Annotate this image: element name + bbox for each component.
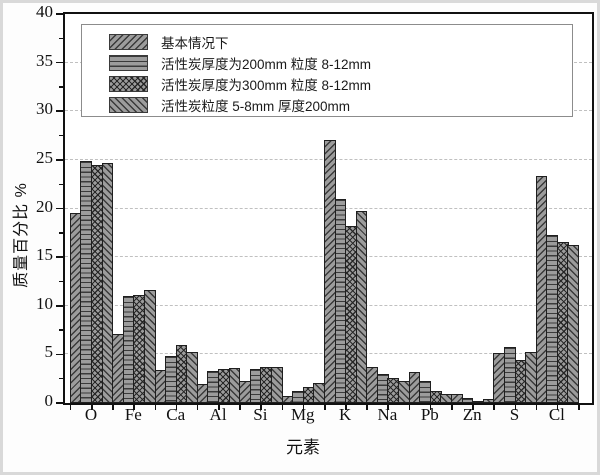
legend: 基本情况下 活性炭厚度为200mm 粒度 8-12mm 活性炭厚度为300mm … bbox=[81, 24, 573, 117]
x-axis-tick bbox=[493, 405, 495, 410]
x-axis-tick bbox=[196, 405, 199, 410]
legend-swatch-diagonal-hatch-icon bbox=[109, 33, 148, 50]
x-tick-label: Zn bbox=[462, 405, 482, 424]
x-tick-label: Cl bbox=[548, 405, 565, 424]
x-axis-tick bbox=[91, 405, 93, 410]
x-axis-tick bbox=[472, 405, 474, 410]
legend-label: 活性炭粒度 5-8mm 厚度200mm bbox=[161, 98, 351, 114]
x-axis-tick bbox=[218, 405, 220, 410]
y-axis-minor-tick bbox=[59, 37, 63, 40]
y-tick-label: 15 bbox=[36, 245, 53, 265]
x-axis-tick bbox=[281, 405, 284, 410]
x-tick-label: O bbox=[84, 405, 98, 424]
y-tick-label: 40 bbox=[36, 2, 53, 21]
bar-Fe-series4 bbox=[143, 290, 156, 403]
x-tick-label: Ca bbox=[166, 405, 186, 424]
x-axis-tick bbox=[175, 405, 178, 410]
legend-label: 活性炭厚度为300mm 粒度 8-12mm bbox=[161, 77, 372, 93]
bar-Si-series4 bbox=[271, 367, 283, 403]
x-axis-tick bbox=[154, 405, 157, 410]
x-tick-label: S bbox=[509, 405, 520, 424]
y-axis-minor-tick bbox=[59, 280, 63, 283]
x-axis-tick bbox=[408, 405, 411, 410]
y-axis-tick bbox=[56, 304, 63, 307]
x-tick-label: Na bbox=[377, 405, 398, 424]
x-axis-tick bbox=[514, 405, 517, 410]
y-axis-tick bbox=[56, 61, 63, 64]
y-axis-tick bbox=[56, 402, 63, 404]
y-tick-label: 30 bbox=[36, 99, 53, 119]
x-tick-label: K bbox=[338, 405, 352, 424]
bar-O-series4 bbox=[101, 162, 114, 403]
legend-label: 基本情况下 bbox=[161, 35, 229, 51]
bar-Ca-series4 bbox=[186, 352, 199, 403]
y-axis-minor-tick bbox=[59, 329, 63, 331]
legend-swatch-backslash-hatch-icon bbox=[109, 96, 148, 113]
legend-item: 活性炭厚度为200mm 粒度 8-12mm bbox=[109, 52, 572, 73]
legend-item: 活性炭粒度 5-8mm 厚度200mm bbox=[109, 94, 572, 115]
y-tick-label: 20 bbox=[36, 196, 53, 216]
x-axis-tick bbox=[429, 405, 432, 410]
y-axis-minor-tick bbox=[59, 86, 63, 88]
y-axis-tick bbox=[56, 353, 63, 356]
y-tick-label: 35 bbox=[36, 50, 53, 70]
bar-Zn-series2 bbox=[461, 398, 474, 403]
x-axis-tick bbox=[302, 405, 305, 410]
legend-item: 基本情况下 bbox=[109, 31, 572, 52]
x-axis-tick bbox=[366, 405, 368, 410]
x-tick-label: Fe bbox=[124, 405, 142, 424]
x-tick-label: Pb bbox=[420, 405, 439, 424]
y-axis-minor-tick bbox=[59, 378, 63, 380]
x-axis-tick bbox=[239, 405, 241, 410]
x-axis-tick bbox=[387, 405, 390, 410]
x-axis-tick bbox=[112, 405, 114, 410]
y-tick-label: 25 bbox=[36, 147, 53, 167]
x-tick-label: Si bbox=[253, 405, 268, 424]
y-axis-minor-tick bbox=[59, 134, 63, 137]
x-axis-tick bbox=[69, 405, 72, 410]
x-axis-tick bbox=[556, 405, 559, 410]
y-tick-label: 0 bbox=[44, 391, 54, 410]
x-axis-title: 元素 bbox=[286, 438, 320, 457]
y-axis-tick bbox=[56, 13, 63, 15]
bar-Cl-series4 bbox=[567, 245, 580, 403]
y-axis-minor-tick bbox=[59, 183, 63, 185]
x-axis-tick bbox=[535, 405, 538, 410]
legend-item: 活性炭厚度为300mm 粒度 8-12mm bbox=[109, 73, 572, 94]
x-axis-tick bbox=[133, 405, 135, 410]
x-axis-tick bbox=[323, 405, 326, 410]
y-axis-tick bbox=[56, 256, 63, 258]
x-tick-label: Al bbox=[209, 405, 227, 424]
y-axis-minor-tick bbox=[59, 232, 63, 234]
y-axis-tick bbox=[56, 159, 63, 161]
legend-label: 活性炭厚度为200mm 粒度 8-12mm bbox=[161, 56, 372, 72]
y-tick-label: 5 bbox=[44, 342, 54, 362]
x-axis-tick bbox=[450, 405, 453, 410]
legend-swatch-crosshatch-icon bbox=[109, 75, 148, 92]
x-axis-tick bbox=[578, 405, 580, 410]
x-axis-tick bbox=[345, 405, 347, 410]
y-axis-tick bbox=[56, 110, 63, 113]
legend-swatch-horizontal-hatch-icon bbox=[109, 54, 148, 71]
y-axis-tick bbox=[56, 207, 63, 210]
x-axis-tick bbox=[260, 405, 262, 410]
y-tick-label: 10 bbox=[36, 293, 53, 313]
bar-K-series4 bbox=[355, 211, 368, 403]
x-tick-label: Mg bbox=[290, 405, 315, 424]
